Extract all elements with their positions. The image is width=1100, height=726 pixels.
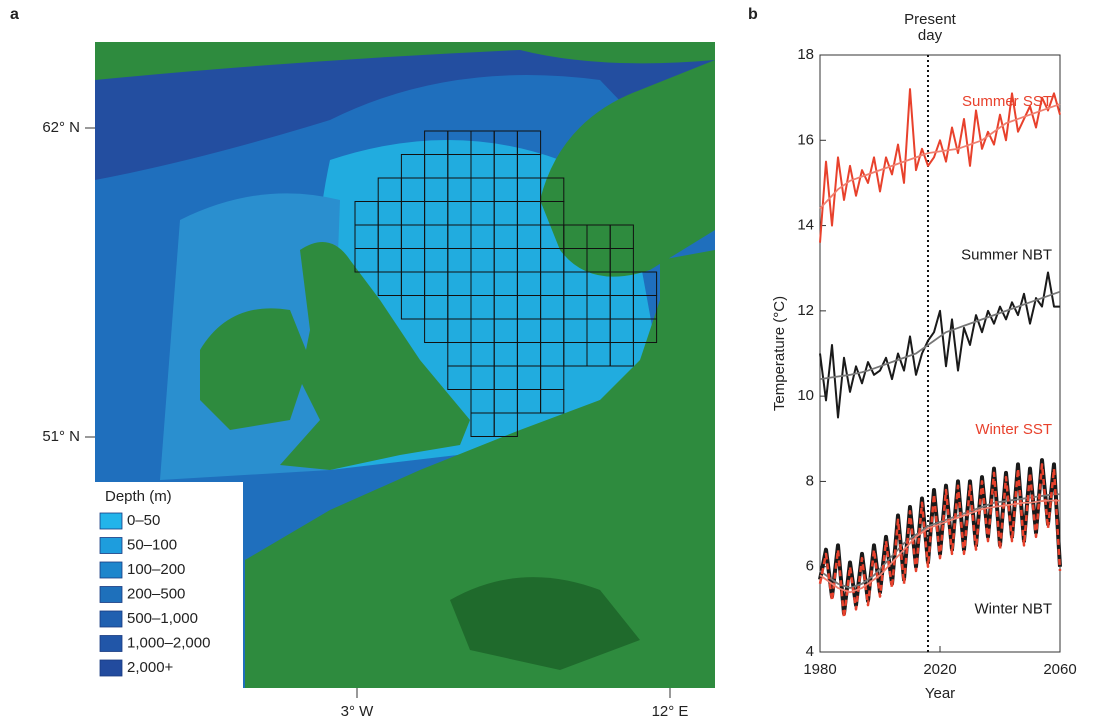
y-tick-label: 16	[797, 131, 814, 148]
lat-label: 62° N	[42, 119, 80, 136]
series-label: Summer NBT	[961, 246, 1052, 263]
x-axis-label: Year	[925, 685, 955, 702]
annotation: Present	[904, 11, 957, 28]
legend-label: 200–500	[127, 585, 185, 602]
legend-label: 50–100	[127, 536, 177, 553]
legend-title: Depth (m)	[105, 488, 172, 505]
lon-label: 12° E	[652, 703, 689, 720]
panel-label: b	[748, 6, 758, 23]
y-tick-label: 8	[806, 472, 814, 489]
y-tick-label: 6	[806, 558, 814, 575]
legend-label: 1,000–2,000	[127, 634, 210, 651]
y-tick-label: 10	[797, 387, 814, 404]
figure: a Depth (m) 0–50 50–100 100–200 200–500 500–…	[0, 0, 1100, 721]
legend-label: 2,000+	[127, 659, 174, 676]
annotation: day	[918, 27, 943, 44]
legend-swatch	[100, 513, 122, 529]
y-tick-label: 12	[797, 302, 814, 319]
x-tick-label: 2060	[1043, 661, 1076, 678]
legend-swatch	[100, 562, 122, 578]
series-label: Winter SST	[975, 421, 1052, 438]
series-label: Winter NBT	[974, 600, 1052, 617]
y-tick-label: 14	[797, 217, 814, 234]
lon-label: 3° W	[341, 703, 375, 720]
chart: 4 6 8 10 12 14 16 18 1980 2020 2060 Year Temperature…	[771, 11, 1077, 702]
x-tick-label: 1980	[803, 661, 836, 678]
plot-frame	[820, 55, 1060, 652]
series-label: Summer SST	[962, 93, 1052, 110]
y-tick-label: 18	[797, 46, 814, 63]
lat-label: 51° N	[42, 428, 80, 445]
series-line	[820, 272, 1060, 417]
x-tick-label: 2020	[923, 661, 956, 678]
legend-swatch	[100, 660, 122, 676]
y-axis-label: Temperature (°C)	[771, 296, 788, 411]
legend-swatch	[100, 538, 122, 554]
y-tick-label: 4	[806, 643, 814, 660]
legend-label: 100–200	[127, 561, 185, 578]
legend-swatch	[100, 611, 122, 627]
legend-label: 500–1,000	[127, 610, 198, 627]
series-line	[820, 89, 1060, 243]
legend-swatch	[100, 587, 122, 603]
legend-label: 0–50	[127, 512, 160, 529]
panel-label: a	[10, 6, 19, 23]
legend-swatch	[100, 636, 122, 652]
